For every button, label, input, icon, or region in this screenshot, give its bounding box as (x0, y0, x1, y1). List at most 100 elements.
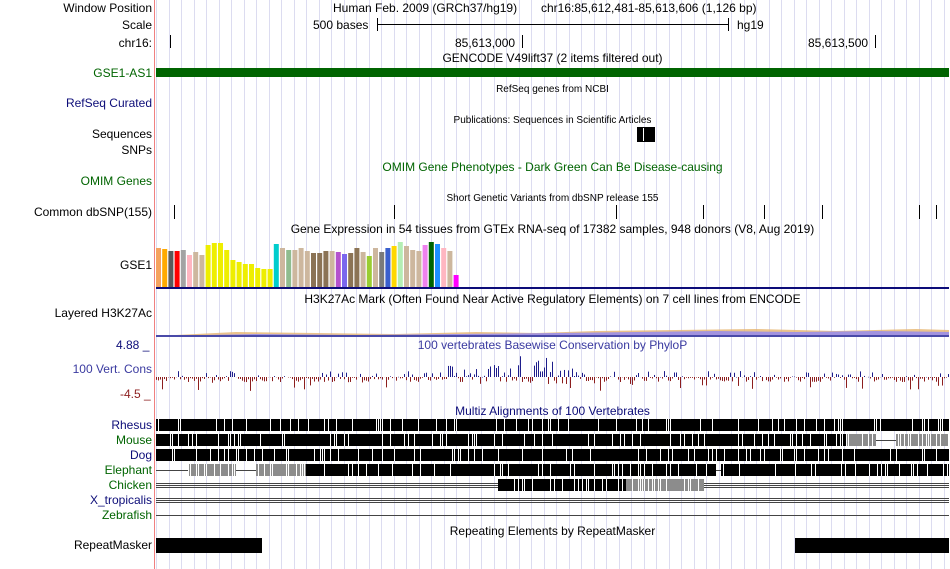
alignment-mismatch (468, 434, 469, 446)
alignment-mismatch (622, 479, 623, 491)
alignment-mismatch (640, 464, 641, 476)
alignment-mismatch (658, 479, 659, 491)
alignment-mismatch (947, 464, 948, 476)
alignment-mismatch (750, 449, 751, 461)
multiz-alignment[interactable] (156, 418, 949, 526)
gtex-tissue-bar (428, 242, 434, 288)
alignment-block (846, 434, 876, 446)
cons-value (884, 377, 885, 380)
grid-line (543, 0, 545, 569)
alignment-mismatch (768, 434, 769, 446)
species-label-elephant[interactable]: Elephant (104, 463, 152, 477)
alignment-mismatch (376, 419, 377, 431)
alignment-mismatch (612, 464, 613, 476)
omim-track-label[interactable]: OMIM Genes (80, 174, 152, 188)
cons-value (370, 377, 371, 379)
cons-value (238, 377, 239, 379)
grid-line (606, 0, 607, 569)
alignment-mismatch (328, 419, 329, 431)
alignment-mismatch (456, 419, 457, 431)
alignment-mismatch (936, 434, 937, 446)
repeat-element[interactable] (795, 538, 949, 553)
gtex-tissue-bar (360, 252, 366, 288)
h3k27-track-label[interactable]: Layered H3K27Ac (54, 306, 152, 320)
alignment-mismatch (402, 419, 403, 431)
alignment-mismatch (496, 419, 497, 431)
h3k27-track-title: H3K27Ac Mark (Often Found Near Active Re… (304, 292, 801, 306)
species-label-rhesus[interactable]: Rhesus (111, 418, 152, 432)
cons-value (574, 375, 575, 377)
grid-line (618, 0, 620, 569)
cons-value (438, 377, 439, 379)
gtex-tissue-bar (410, 250, 416, 288)
species-label-mouse[interactable]: Mouse (115, 433, 152, 447)
dbsnp-track-label[interactable]: Common dbSNP(155) (33, 205, 152, 219)
alignment-block (156, 434, 316, 446)
cons-signal[interactable] (156, 350, 949, 400)
cons-value (218, 377, 219, 380)
alignment-mismatch (542, 449, 543, 461)
cons-track-label[interactable]: 100 Vert. Cons (72, 362, 152, 376)
cons-value (314, 377, 315, 382)
ruler-tick-label: 85,613,000 (455, 36, 516, 50)
alignment-mismatch (672, 449, 673, 461)
cons-value (292, 377, 293, 380)
gtex-tissue-bar (317, 253, 323, 288)
cons-value (248, 377, 249, 380)
pubs-sequence-item[interactable] (637, 127, 655, 142)
alignment-mismatch (502, 434, 503, 446)
cons-value (668, 377, 669, 381)
cons-value (926, 376, 927, 378)
refseq-track-label[interactable]: RefSeq Curated (65, 96, 152, 110)
species-label-zebrafish[interactable]: Zebrafish (101, 508, 152, 522)
alignment-mismatch (228, 449, 229, 461)
cons-value (180, 377, 181, 380)
cons-value (916, 377, 917, 379)
gtex-bar-chart[interactable] (156, 238, 536, 290)
cons-value (192, 377, 193, 379)
alignment-mismatch (660, 479, 661, 491)
species-label-xtropicalis[interactable]: X_tropicalis (89, 493, 152, 507)
alignment-mismatch (254, 449, 255, 461)
cons-value (610, 376, 611, 377)
grid-line (631, 0, 632, 569)
alignment-mismatch (942, 419, 943, 431)
species-label-chicken[interactable]: Chicken (108, 478, 152, 492)
alignment-block (386, 464, 536, 476)
gtex-tissue-bar (385, 248, 391, 288)
gencode-gene-bar[interactable] (156, 68, 949, 77)
gtex-track-label[interactable]: GSE1 (119, 258, 152, 272)
alignment-mismatch (232, 464, 233, 476)
species-label-dog[interactable]: Dog (129, 448, 152, 462)
dbsnp-variants[interactable] (156, 205, 949, 219)
alignment-mismatch (739, 464, 740, 476)
alignment-mismatch (668, 419, 669, 431)
scale-db: hg19 (737, 18, 764, 32)
repeat-element[interactable] (156, 538, 262, 553)
h3k27-signal[interactable] (156, 320, 949, 337)
alignment-mismatch (836, 434, 837, 446)
cons-value (658, 377, 659, 382)
alignment-mismatch (282, 434, 283, 446)
alignment-mismatch (712, 449, 713, 461)
alignment-mismatch (258, 464, 259, 476)
grid-line (681, 0, 682, 569)
cons-value (664, 371, 665, 377)
alignment-mismatch (877, 464, 878, 476)
alignment-mismatch (192, 434, 193, 446)
snps-track-label[interactable]: SNPs (121, 143, 152, 157)
pubs-track-label[interactable]: Sequences (91, 127, 152, 141)
gencode-item-label[interactable]: GSE1-AS1 (93, 66, 152, 80)
alignment-mismatch (468, 449, 469, 461)
cons-value (338, 373, 339, 377)
alignment-mismatch (762, 434, 763, 446)
cons-value (832, 372, 833, 377)
gtex-tissue-bar (193, 252, 199, 288)
grid-line (493, 0, 495, 569)
cons-value (838, 374, 839, 377)
alignment-mismatch (214, 464, 215, 476)
rmsk-track-label[interactable]: RepeatMasker (73, 538, 152, 552)
alignment-mismatch (842, 449, 843, 461)
alignment-mismatch (738, 434, 739, 446)
alignment-mismatch (620, 434, 621, 446)
